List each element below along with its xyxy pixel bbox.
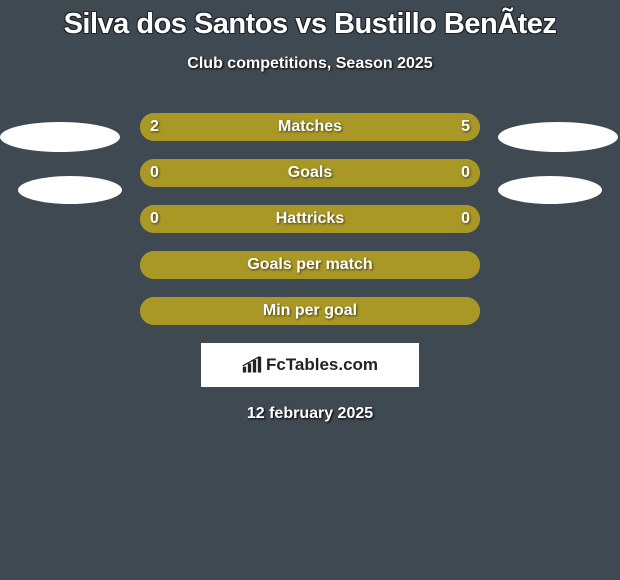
stat-bar: Min per goal <box>140 297 480 325</box>
bar-chart-icon <box>242 356 262 374</box>
stat-bar: Goals0 0 <box>140 159 480 187</box>
stat-row: Goals per match <box>0 251 620 279</box>
logo-text: FcTables.com <box>266 355 378 375</box>
logo: FcTables.com <box>242 355 378 375</box>
stat-value-right: 5 <box>461 113 470 141</box>
stat-label: Matches <box>140 113 480 141</box>
stat-value-right: 0 <box>461 205 470 233</box>
stat-row: Min per goal <box>0 297 620 325</box>
page-title: Silva dos Santos vs Bustillo BenÃ­tez <box>0 0 620 41</box>
stat-bar: Goals per match <box>140 251 480 279</box>
logo-box: FcTables.com <box>201 343 419 387</box>
stat-value-right: 0 <box>461 159 470 187</box>
stat-label: Hattricks <box>140 205 480 233</box>
stat-value-left: 2 <box>150 113 159 141</box>
stat-bar: Matches2 5 <box>140 113 480 141</box>
stat-value-left: 0 <box>150 159 159 187</box>
stat-row: Goals0 0 <box>0 159 620 187</box>
stat-label: Min per goal <box>140 297 480 325</box>
stat-row: Hattricks0 0 <box>0 205 620 233</box>
page-subtitle: Club competitions, Season 2025 <box>0 55 620 73</box>
stat-bar: Hattricks0 0 <box>140 205 480 233</box>
stat-row: Matches2 5 <box>0 113 620 141</box>
stat-label: Goals per match <box>140 251 480 279</box>
stat-label: Goals <box>140 159 480 187</box>
date-text: 12 february 2025 <box>0 405 620 423</box>
stat-value-left: 0 <box>150 205 159 233</box>
